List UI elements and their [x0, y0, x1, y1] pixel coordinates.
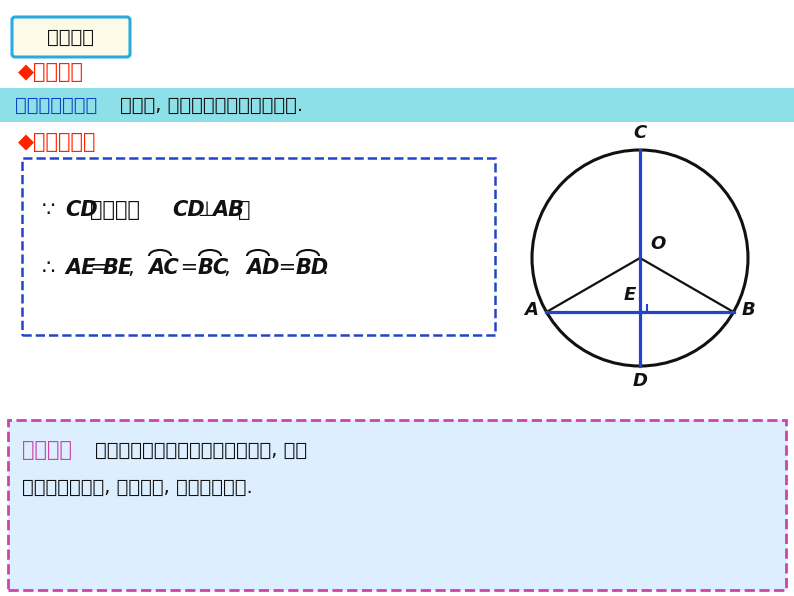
- Text: 平分弦, 并且平分弦所对的两条弧.: 平分弦, 并且平分弦所对的两条弧.: [120, 95, 303, 114]
- Text: ∵: ∵: [42, 200, 62, 220]
- Text: ,: ,: [224, 258, 237, 278]
- Text: CD: CD: [65, 200, 98, 220]
- Text: C: C: [634, 124, 646, 142]
- Text: O: O: [650, 235, 665, 253]
- Text: CD: CD: [172, 200, 205, 220]
- Text: ，: ，: [238, 200, 250, 220]
- Text: BC: BC: [198, 258, 229, 278]
- Text: 垂直于弦的直径: 垂直于弦的直径: [15, 95, 97, 114]
- Text: D: D: [633, 372, 647, 390]
- FancyBboxPatch shape: [12, 17, 130, 57]
- FancyBboxPatch shape: [8, 420, 786, 590]
- Text: AE: AE: [65, 258, 95, 278]
- Text: ⊥: ⊥: [197, 200, 215, 220]
- Text: =: =: [174, 258, 198, 278]
- Text: BD: BD: [296, 258, 330, 278]
- Text: ：垂径定理是圆中一个重要的定理, 三种: ：垂径定理是圆中一个重要的定理, 三种: [95, 440, 307, 460]
- Text: ◆垂径定理: ◆垂径定理: [18, 62, 84, 82]
- Text: 归纳总结: 归纳总结: [48, 27, 94, 46]
- Text: ∴: ∴: [42, 258, 62, 278]
- Text: BE: BE: [103, 258, 133, 278]
- FancyBboxPatch shape: [22, 158, 495, 335]
- Text: 语言要相互转化, 形成整体, 才能运用自如.: 语言要相互转化, 形成整体, 才能运用自如.: [22, 477, 252, 496]
- FancyBboxPatch shape: [0, 88, 794, 122]
- Text: AC: AC: [148, 258, 179, 278]
- Text: =: =: [272, 258, 296, 278]
- Text: AD: AD: [246, 258, 279, 278]
- Text: ,: ,: [128, 258, 141, 278]
- Text: .: .: [322, 258, 329, 278]
- Text: B: B: [742, 301, 755, 319]
- Text: 是直径，: 是直径，: [90, 200, 140, 220]
- Text: ◆推导格式：: ◆推导格式：: [18, 132, 97, 152]
- Text: =: =: [90, 258, 108, 278]
- Text: 温馨提示: 温馨提示: [22, 440, 72, 460]
- Text: E: E: [624, 286, 636, 304]
- Text: AB: AB: [212, 200, 244, 220]
- Text: A: A: [525, 301, 538, 319]
